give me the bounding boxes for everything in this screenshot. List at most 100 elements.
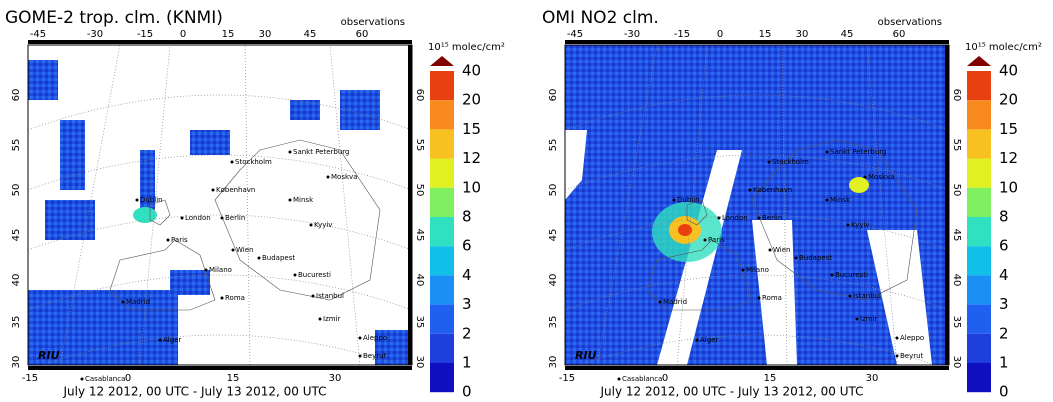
- city-dot: [717, 216, 721, 220]
- parallel: [565, 274, 949, 311]
- city-dot: [220, 296, 224, 300]
- top-tick-label: 30: [796, 29, 809, 40]
- left-tick-label: 60: [548, 89, 559, 102]
- city-label: Sankt Peterburg: [830, 148, 886, 156]
- bottom-tick-label: -15: [22, 373, 38, 384]
- city-dot: [257, 256, 261, 260]
- swath: [28, 290, 178, 365]
- swath: [190, 130, 230, 155]
- city-dot: [846, 223, 850, 227]
- swath: [565, 45, 949, 365]
- colorbar-label: 12: [999, 149, 1018, 167]
- city-dot: [895, 354, 899, 358]
- bottom-tick-label: 30: [329, 373, 342, 384]
- city-label: Alger: [163, 336, 181, 344]
- city-label: Roma: [762, 294, 782, 302]
- city-dot: [767, 160, 771, 164]
- colorbar-band: [430, 363, 454, 393]
- colorbar-band: [967, 71, 991, 101]
- logo: RIU: [38, 349, 60, 362]
- top-tick-label: -15: [137, 29, 153, 40]
- city-label: Minsk: [830, 196, 851, 204]
- city-label: Izmir: [323, 315, 341, 323]
- colorbar-label: 4: [462, 266, 472, 284]
- city-dot: [318, 317, 322, 321]
- right-tick-label: 55: [414, 139, 425, 152]
- colorbar-label: 20: [462, 91, 481, 109]
- city-label: København: [216, 186, 255, 194]
- colorbar-band: [967, 333, 991, 363]
- city-label: Istanbul: [316, 292, 344, 300]
- map-panel: GOME-2 trop. clm. (KNMI) observations -45 -…: [5, 8, 505, 401]
- city-label: Milano: [746, 266, 769, 274]
- left-tick-label: 40: [548, 274, 559, 287]
- right-tick-label: 30: [951, 356, 962, 369]
- colorbar-band: [430, 246, 454, 276]
- colorbar-band: [967, 158, 991, 188]
- city-dot: [288, 198, 292, 202]
- colorbar-band: [430, 129, 454, 159]
- city-dot: [848, 294, 852, 298]
- bottom-tick-label: 15: [227, 373, 240, 384]
- city-label: Moskva: [331, 173, 357, 181]
- panel-title: GOME-2 trop. clm. (KNMI): [5, 8, 223, 28]
- city-label: Budapest: [262, 254, 295, 262]
- right-tick-label: 60: [951, 89, 962, 102]
- city-label: Minsk: [293, 196, 314, 204]
- parallel: [28, 214, 412, 251]
- colorbar-band: [967, 275, 991, 305]
- city-label: Beyrut: [363, 352, 387, 360]
- left-tick-label: 55: [548, 139, 559, 152]
- left-tick-label: 55: [11, 139, 22, 152]
- colorbar-label: 6: [999, 237, 1009, 255]
- city-dot: [757, 216, 761, 220]
- city-dot: [204, 268, 208, 272]
- parallel: [578, 334, 936, 365]
- colorbar-band: [967, 217, 991, 247]
- city-label: Roma: [225, 294, 245, 302]
- data-gap: [867, 230, 932, 365]
- top-tick-label: -30: [624, 29, 640, 40]
- city-label: Stockholm: [235, 158, 272, 166]
- city-dot: [617, 377, 621, 381]
- swath: [28, 60, 58, 100]
- left-tick-label: 30: [548, 356, 559, 369]
- colorbar-arrow: [967, 56, 991, 66]
- top-tick-label: -45: [30, 29, 46, 40]
- colorbar-band: [430, 100, 454, 130]
- parallel: [565, 214, 949, 251]
- city-label: Paris: [708, 236, 725, 244]
- colorbar-label: 0: [999, 383, 1009, 401]
- observations-label: observations: [878, 17, 942, 28]
- city-dot: [757, 296, 761, 300]
- right-tick-label: 55: [951, 139, 962, 152]
- city-dot: [830, 273, 834, 277]
- colorbar-label: 8: [999, 208, 1009, 226]
- left-tick-label: 45: [548, 229, 559, 242]
- frame-band: [408, 45, 412, 365]
- city-dot: [158, 338, 162, 342]
- top-tick-label: 0: [180, 29, 186, 40]
- colorbar-label: 10: [999, 178, 1018, 196]
- left-tick-label: 30: [11, 356, 22, 369]
- city-dot: [695, 338, 699, 342]
- city-label: Casablanca: [622, 375, 662, 383]
- top-tick-label: 15: [759, 29, 772, 40]
- meridian: [596, 45, 658, 365]
- swath: [45, 200, 95, 240]
- left-tick-label: 50: [11, 184, 22, 197]
- colorbar-band: [967, 363, 991, 393]
- city-label: København: [753, 186, 792, 194]
- left-tick-label: 35: [11, 316, 22, 329]
- hotspot: [678, 224, 692, 236]
- city-label: Berlin: [225, 214, 245, 222]
- city-label: Istanbul: [853, 292, 881, 300]
- city-label: Paris: [171, 236, 188, 244]
- bottom-tick-label: 0: [662, 373, 668, 384]
- hotspot: [133, 207, 157, 223]
- bottom-tick-label: 30: [866, 373, 879, 384]
- colorbar-unit: 10¹⁵ molec/cm²: [428, 42, 505, 53]
- date-label: July 12 2012, 00 UTC - July 13 2012, 00 …: [63, 385, 327, 399]
- city-label: Wien: [773, 246, 790, 254]
